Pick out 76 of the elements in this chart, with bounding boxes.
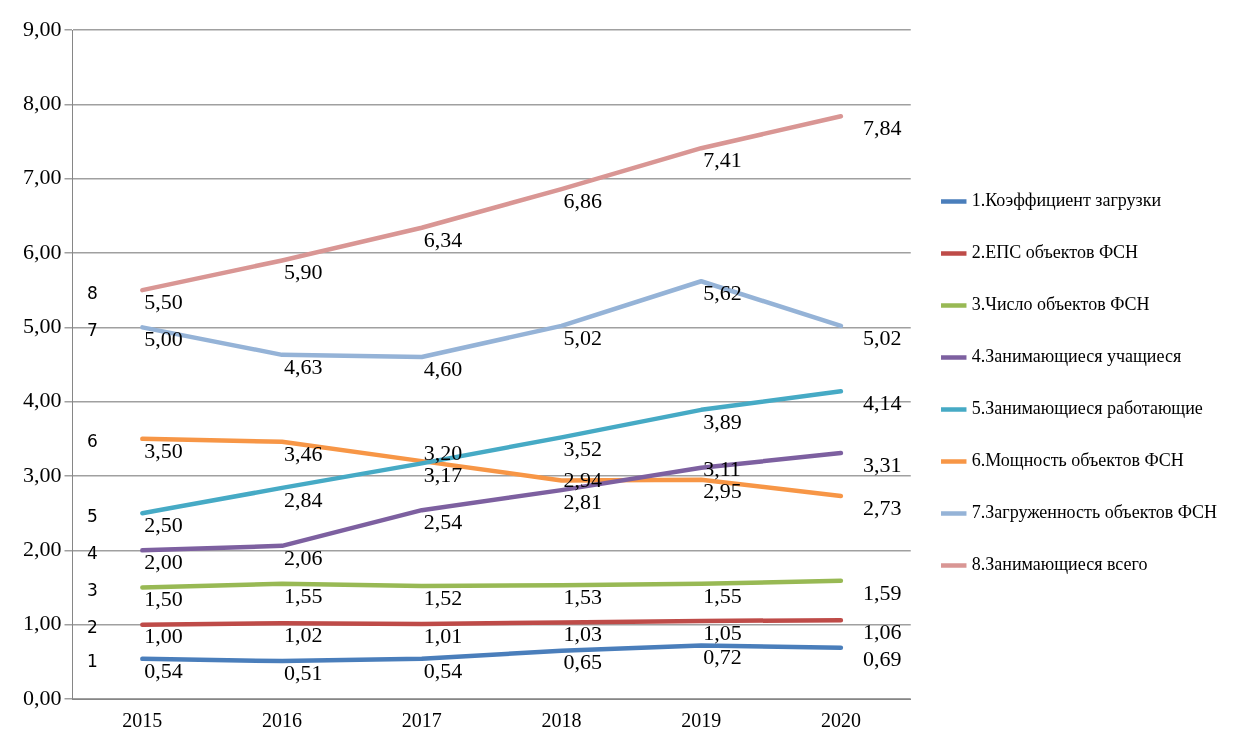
legend-label: 2.ЕПС объектов ФСН [971,242,1139,263]
legend-label: 6.Мощность объектов ФСН [971,450,1184,471]
data-label: 0,69 [862,646,902,672]
data-label: 0,54 [144,657,183,683]
annotation: 4 [86,542,98,563]
data-label: 1,05 [703,619,742,645]
data-label: 2,84 [284,486,323,512]
data-label: 3,89 [703,408,742,434]
data-label: 2,06 [284,544,323,570]
data-label: 1,53 [563,584,602,610]
y-tick-label: 1,00 [23,610,62,636]
annotation: 5 [86,505,98,526]
data-label: 5,00 [144,326,183,352]
y-tick-label: 9,00 [23,15,62,41]
y-tick-label: 3,00 [23,461,62,487]
legend-label: 5.Занимающиеся работающие [971,398,1203,419]
data-label: 1,50 [144,586,183,612]
data-label: 3,17 [423,462,463,488]
data-label: 2,73 [862,494,902,520]
data-label: 6,34 [423,226,463,252]
data-label: 2,54 [423,508,463,534]
annotation: 2 [86,617,98,638]
x-tick-label: 2020 [820,709,861,732]
data-label: 3,46 [284,440,323,466]
data-label: 4,14 [862,390,902,416]
data-label: 1,03 [563,621,602,647]
data-label: 7,41 [703,146,742,172]
data-label: 2,00 [144,549,183,575]
data-label: 4,63 [284,353,323,379]
data-label: 1,06 [862,618,902,644]
x-tick-label: 2016 [262,709,303,732]
data-label: 0,51 [284,659,323,685]
y-tick-label: 7,00 [23,164,62,190]
data-label: 0,65 [563,649,602,675]
annotation: 7 [86,319,98,340]
data-label: 1,02 [284,621,323,647]
data-label: 5,62 [703,280,742,306]
y-tick-label: 0,00 [23,684,62,710]
data-label: 0,54 [423,657,463,683]
data-label: 1,55 [703,582,742,608]
data-label: 3,50 [144,437,183,463]
data-label: 3,31 [862,451,902,477]
x-tick-label: 2018 [541,709,582,732]
y-tick-label: 4,00 [23,387,62,413]
annotation: 6 [86,431,98,452]
data-label: 5,02 [862,324,902,350]
y-tick-label: 2,00 [23,536,62,562]
data-label: 2,94 [563,466,602,492]
y-tick-label: 6,00 [23,238,62,264]
data-label: 5,90 [284,259,323,285]
data-label: 1,01 [423,622,463,648]
x-tick-label: 2017 [401,709,442,732]
data-label: 1,55 [284,582,323,608]
legend-label: 4.Занимающиеся учащиеся [971,346,1182,367]
data-label: 1,00 [144,623,183,649]
legend-label: 1.Коэффициент загрузки [971,190,1162,211]
annotation: 3 [86,579,98,600]
data-label: 5,50 [144,288,183,314]
data-label: 4,60 [423,355,463,381]
annotation: 1 [86,651,98,672]
annotation: 8 [86,282,98,303]
y-tick-label: 8,00 [23,90,62,116]
data-label: 3,52 [563,436,602,462]
data-label: 1,59 [862,579,902,605]
data-label: 0,72 [703,644,742,670]
legend-label: 3.Число объектов ФСН [971,294,1150,315]
y-tick-label: 5,00 [23,313,62,339]
data-label: 2,50 [144,511,183,537]
legend-label: 8.Занимающиеся всего [971,554,1148,575]
data-label: 6,86 [563,187,602,213]
data-label: 1,52 [423,584,463,610]
legend-label: 7.Загруженность объектов ФСН [971,502,1217,523]
x-tick-label: 2015 [122,709,163,732]
data-label: 5,02 [563,324,602,350]
data-label: 7,84 [862,115,902,141]
x-tick-label: 2019 [681,709,722,732]
